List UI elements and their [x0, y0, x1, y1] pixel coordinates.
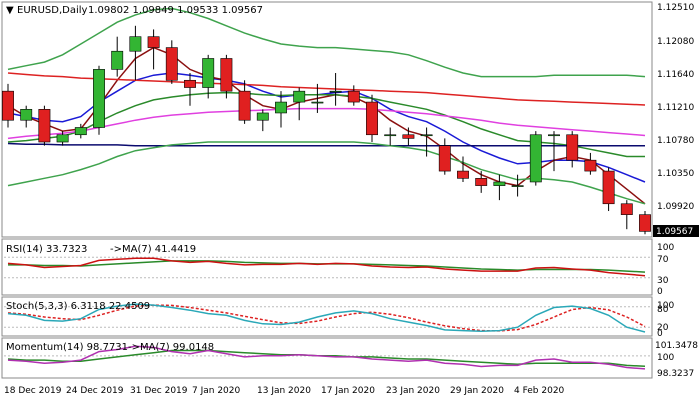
candle-body [56, 134, 69, 143]
momentum-label: Momentum(14) 98.7731 [6, 342, 128, 353]
candle-body [493, 181, 506, 186]
candle-body [93, 69, 105, 128]
current-price-label: 1.09567 [656, 227, 693, 237]
header-symbol-icon-arrow: ▼ [6, 5, 14, 16]
momentum-ma-label: ->MA(7) 99.0148 [128, 342, 214, 353]
candle-body [457, 170, 469, 179]
x-tick-label: 31 Dec 2019 [130, 386, 188, 396]
candle-body [475, 178, 488, 186]
candle-body [620, 203, 633, 215]
price-tick: 1.09920 [657, 202, 694, 212]
x-tick-label: 17 Jan 2020 [321, 386, 375, 396]
rsi-tick: 70 [657, 255, 669, 265]
candle-body [366, 101, 378, 136]
stoch-tick: 0 [657, 329, 663, 339]
momentum-tick: 100 [657, 353, 674, 363]
candle-body [639, 214, 651, 232]
candle-body [129, 36, 142, 52]
stoch-panel-frame [1, 296, 653, 337]
candle-body [420, 134, 433, 137]
bollinger-upper-line [7, 7, 646, 78]
candle-body [602, 170, 615, 205]
candle-body [111, 50, 124, 70]
candle-body [566, 134, 579, 161]
stoch-d-line [7, 304, 646, 332]
candle-body [584, 159, 597, 172]
candle-body [384, 134, 397, 137]
candle-body [256, 112, 269, 121]
rsi-panel-frame [1, 238, 653, 296]
x-tick-label: 23 Jan 2020 [386, 386, 440, 396]
candle-body [402, 134, 415, 139]
candle-body [438, 145, 451, 172]
candle-body [548, 134, 560, 137]
candle-body [275, 101, 287, 114]
momentum-layer [4, 345, 650, 370]
price-tick: 1.11640 [657, 70, 694, 80]
candle-body [220, 58, 233, 92]
price-tick: 1.12510 [657, 3, 694, 13]
candle-body [529, 134, 542, 183]
ma-pink-line [7, 107, 646, 140]
candle-body [202, 58, 215, 88]
price-layer [2, 7, 651, 235]
momentum-tick: 98.3237 [657, 369, 694, 379]
rsi-ma-label: ->MA(7) 41.4419 [110, 244, 196, 255]
price-tick: 1.10350 [657, 169, 694, 179]
x-axis: 18 Dec 2019 24 Dec 2019 31 Dec 2019 7 Ja… [4, 386, 565, 396]
price-tick: 1.12080 [657, 37, 694, 47]
candle-body [329, 90, 342, 93]
x-tick-label: 7 Jan 2020 [192, 386, 240, 396]
candle-body [511, 185, 524, 187]
stoch-label: Stoch(5,3,3) 6.3118 22.4509 [6, 301, 150, 312]
header-ohlc: 1.09802 1.09849 1.09533 1.09567 [88, 5, 263, 16]
stoch-tick: 80 [657, 305, 669, 315]
momentum-line [7, 345, 646, 370]
candle-body [311, 101, 324, 104]
rsi-tick: 100 [657, 243, 674, 253]
momentum-panel-frame [1, 337, 653, 379]
candle-body [2, 90, 14, 121]
price-axis: 1.12510 1.12080 1.11640 1.11210 1.10780 … [657, 3, 694, 212]
x-tick-label: 13 Jan 2020 [257, 386, 311, 396]
rsi-tick: 0 [657, 287, 663, 297]
rsi-layer [4, 256, 650, 279]
stoch-layer [4, 303, 650, 333]
x-tick-label: 4 Feb 2020 [514, 386, 565, 396]
candle-body [293, 90, 306, 103]
rsi-line [7, 257, 646, 277]
x-tick-label: 18 Dec 2019 [4, 386, 62, 396]
candle-body [74, 127, 87, 136]
rsi-label: RSI(14) 33.7323 [6, 244, 87, 255]
stoch-tick: 100 [657, 301, 674, 311]
candle-body [147, 36, 160, 48]
price-panel-frame [1, 1, 653, 238]
ma-red-line [7, 72, 646, 106]
candle-body [38, 109, 51, 143]
x-tick-label: 24 Dec 2019 [66, 386, 124, 396]
candle-body [238, 90, 251, 121]
candle-body [184, 79, 196, 88]
candle-body [347, 90, 360, 103]
momentum-tick: 101.3478 [655, 341, 698, 351]
candle-body [165, 47, 178, 81]
price-tick: 1.11210 [657, 103, 694, 113]
x-tick-label: 29 Jan 2020 [450, 386, 504, 396]
header-symbol: EURUSD,Daily [17, 5, 88, 16]
stoch-k-line [7, 303, 646, 333]
rsi-tick: 30 [657, 276, 669, 286]
stoch-tick: 20 [657, 323, 669, 333]
price-tick: 1.10780 [657, 136, 694, 146]
current-price-badge [653, 225, 699, 237]
candle-body [20, 109, 33, 121]
